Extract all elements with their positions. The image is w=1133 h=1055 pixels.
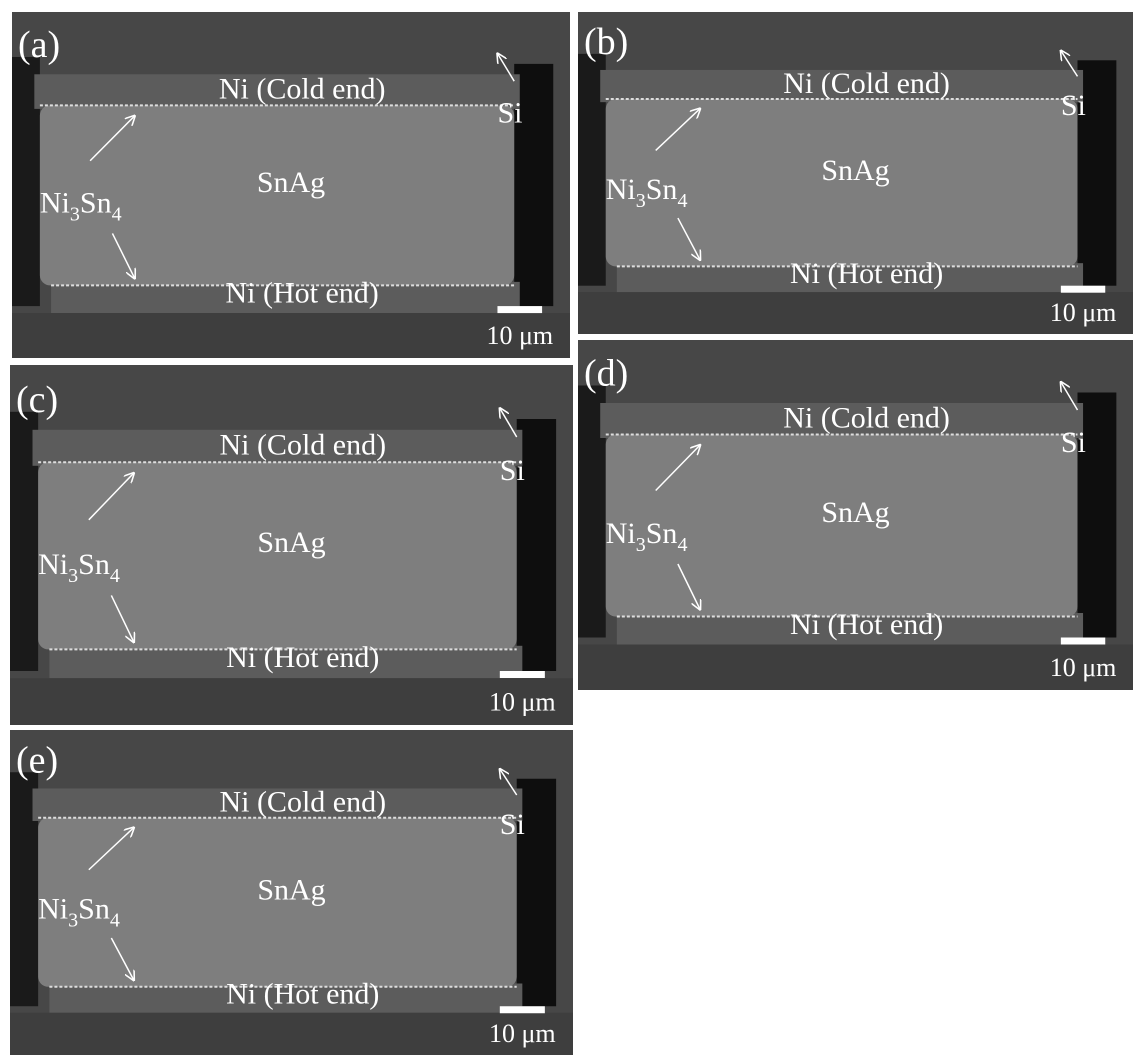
imc-label-part: 3 bbox=[636, 534, 646, 556]
hot-end-label: Ni (Hot end) bbox=[226, 977, 379, 1010]
panel-label: (d) bbox=[584, 353, 628, 395]
imc-label-part: 3 bbox=[68, 565, 78, 587]
cold-end-label: Ni (Cold end) bbox=[783, 401, 950, 434]
sem-panel: (c) Ni (Cold end) Ni (Hot end) SnAg Si Ni3Sn4… bbox=[10, 365, 573, 725]
panel-label: (a) bbox=[18, 24, 60, 66]
solder-label: SnAg bbox=[257, 166, 325, 199]
sem-image: (d) Ni (Cold end) Ni (Hot end) SnAg Si Ni3Sn4… bbox=[578, 340, 1133, 690]
solder-label: SnAg bbox=[821, 154, 889, 187]
imc-label-part: Ni bbox=[38, 548, 68, 581]
si-label: Si bbox=[1061, 89, 1086, 122]
imc-label-part: 4 bbox=[677, 534, 687, 556]
cold-end-label: Ni (Cold end) bbox=[219, 72, 386, 105]
imc-label-part: Sn bbox=[646, 173, 678, 206]
scale-label: 10 μm bbox=[1050, 653, 1117, 682]
scale-bar bbox=[497, 306, 542, 313]
imc-label-part: 3 bbox=[68, 910, 78, 932]
imc-label-part: 3 bbox=[636, 190, 646, 212]
sem-image: (e) Ni (Cold end) Ni (Hot end) SnAg Si Ni3Sn4… bbox=[10, 730, 573, 1055]
cold-end-label: Ni (Cold end) bbox=[783, 67, 950, 100]
sem-image: (b) Ni (Cold end) Ni (Hot end) SnAg Si Ni3Sn4… bbox=[578, 12, 1133, 334]
panel-label: (e) bbox=[16, 739, 58, 781]
panel-label: (b) bbox=[584, 21, 628, 63]
cold-end-label: Ni (Cold end) bbox=[219, 786, 386, 819]
imc-label-part: 4 bbox=[110, 565, 120, 587]
solder-label: SnAg bbox=[257, 526, 325, 559]
si-label: Si bbox=[1061, 426, 1086, 459]
scale-label: 10 μm bbox=[489, 1019, 556, 1048]
scale-label: 10 μm bbox=[1050, 298, 1117, 327]
imc-label-part: Ni bbox=[40, 187, 70, 220]
hot-end-label: Ni (Hot end) bbox=[226, 641, 379, 674]
imc-label-part: 4 bbox=[110, 910, 120, 932]
si-label: Si bbox=[500, 808, 525, 841]
scale-label: 10 μm bbox=[489, 688, 556, 717]
imc-label-part: Ni bbox=[38, 893, 68, 926]
scale-bar bbox=[500, 1006, 545, 1013]
hot-end-label: Ni (Hot end) bbox=[790, 257, 943, 290]
scale-bar bbox=[1061, 638, 1105, 645]
scale-label: 10 μm bbox=[486, 321, 553, 350]
imc-label-part: 4 bbox=[112, 204, 122, 226]
cold-end-label: Ni (Cold end) bbox=[219, 429, 386, 462]
imc-label-part: Sn bbox=[78, 548, 110, 581]
imc-label-part: Sn bbox=[646, 517, 678, 550]
imc-label-part: Ni bbox=[606, 517, 636, 550]
si-label: Si bbox=[500, 454, 525, 487]
sem-panel: (b) Ni (Cold end) Ni (Hot end) SnAg Si Ni3Sn4… bbox=[578, 12, 1133, 334]
panel-label: (c) bbox=[16, 379, 58, 421]
sem-panel: (d) Ni (Cold end) Ni (Hot end) SnAg Si Ni3Sn4… bbox=[578, 340, 1133, 690]
imc-label-part: Sn bbox=[78, 893, 110, 926]
imc-label-part: Sn bbox=[80, 187, 112, 220]
scale-bar bbox=[500, 671, 545, 678]
sem-panel: (e) Ni (Cold end) Ni (Hot end) SnAg Si Ni3Sn4… bbox=[10, 730, 573, 1055]
sem-image: (c) Ni (Cold end) Ni (Hot end) SnAg Si Ni3Sn4… bbox=[10, 365, 573, 725]
si-label: Si bbox=[497, 97, 522, 130]
hot-end-label: Ni (Hot end) bbox=[790, 608, 943, 641]
figure: (a)Ni (Cold end)Ni (Hot end)SnAgSiNi3Sn4… bbox=[0, 0, 1133, 1055]
sem-panel: (a) Ni (Cold end) Ni (Hot end) SnAg Si Ni3Sn4… bbox=[12, 12, 570, 358]
solder-label: SnAg bbox=[257, 873, 325, 906]
solder-label: SnAg bbox=[821, 496, 889, 529]
imc-label-part: 4 bbox=[677, 190, 687, 212]
sem-image: (a) Ni (Cold end) Ni (Hot end) SnAg Si Ni3Sn4… bbox=[12, 12, 570, 358]
hot-end-label: Ni (Hot end) bbox=[226, 277, 379, 310]
scale-bar bbox=[1061, 286, 1105, 293]
imc-label-part: Ni bbox=[606, 173, 636, 206]
imc-label-part: 3 bbox=[70, 204, 80, 226]
